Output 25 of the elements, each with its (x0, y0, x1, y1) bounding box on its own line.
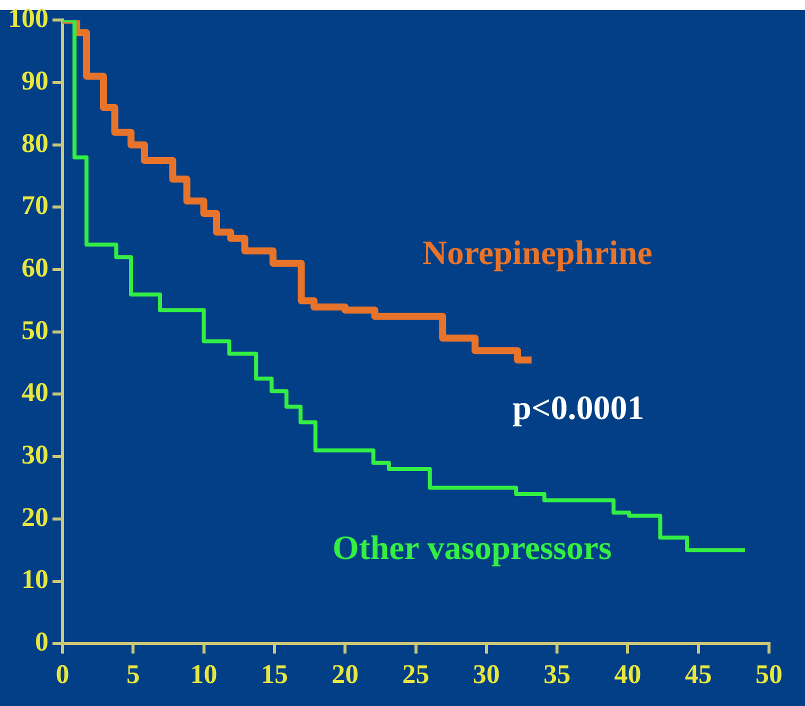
y-tick-label: 20 (22, 502, 48, 532)
y-tick-label: 80 (22, 128, 48, 158)
x-tick-label: 20 (332, 658, 359, 689)
y-tick-label: 50 (22, 314, 48, 345)
y-tick-label: 40 (22, 377, 48, 408)
y-tick-label: 10 (22, 564, 48, 594)
y-tick-label: 60 (22, 252, 48, 283)
y-tick-label: 90 (22, 66, 48, 96)
x-tick-label: 0 (56, 658, 70, 689)
series-label: Norepinephrine (422, 234, 652, 272)
annotation: p<0.0001 (512, 390, 644, 427)
y-tick-label: 70 (22, 190, 48, 220)
series-label: Other vasopressors (332, 530, 612, 567)
x-tick-label: 30 (472, 658, 500, 689)
x-tick-label: 5 (126, 658, 140, 689)
x-tick-label: 35 (544, 658, 571, 689)
y-tick-label: 0 (35, 626, 48, 657)
y-tick-label: 100 (8, 3, 48, 34)
x-tick-label: 10 (190, 658, 218, 689)
x-tick-label: 40 (614, 658, 642, 689)
x-tick-label: 25 (402, 658, 430, 689)
x-tick-label: 50 (756, 658, 782, 689)
x-tick-label: 45 (684, 658, 712, 689)
x-tick-label: 15 (260, 658, 288, 689)
y-tick-label: 30 (22, 440, 48, 470)
